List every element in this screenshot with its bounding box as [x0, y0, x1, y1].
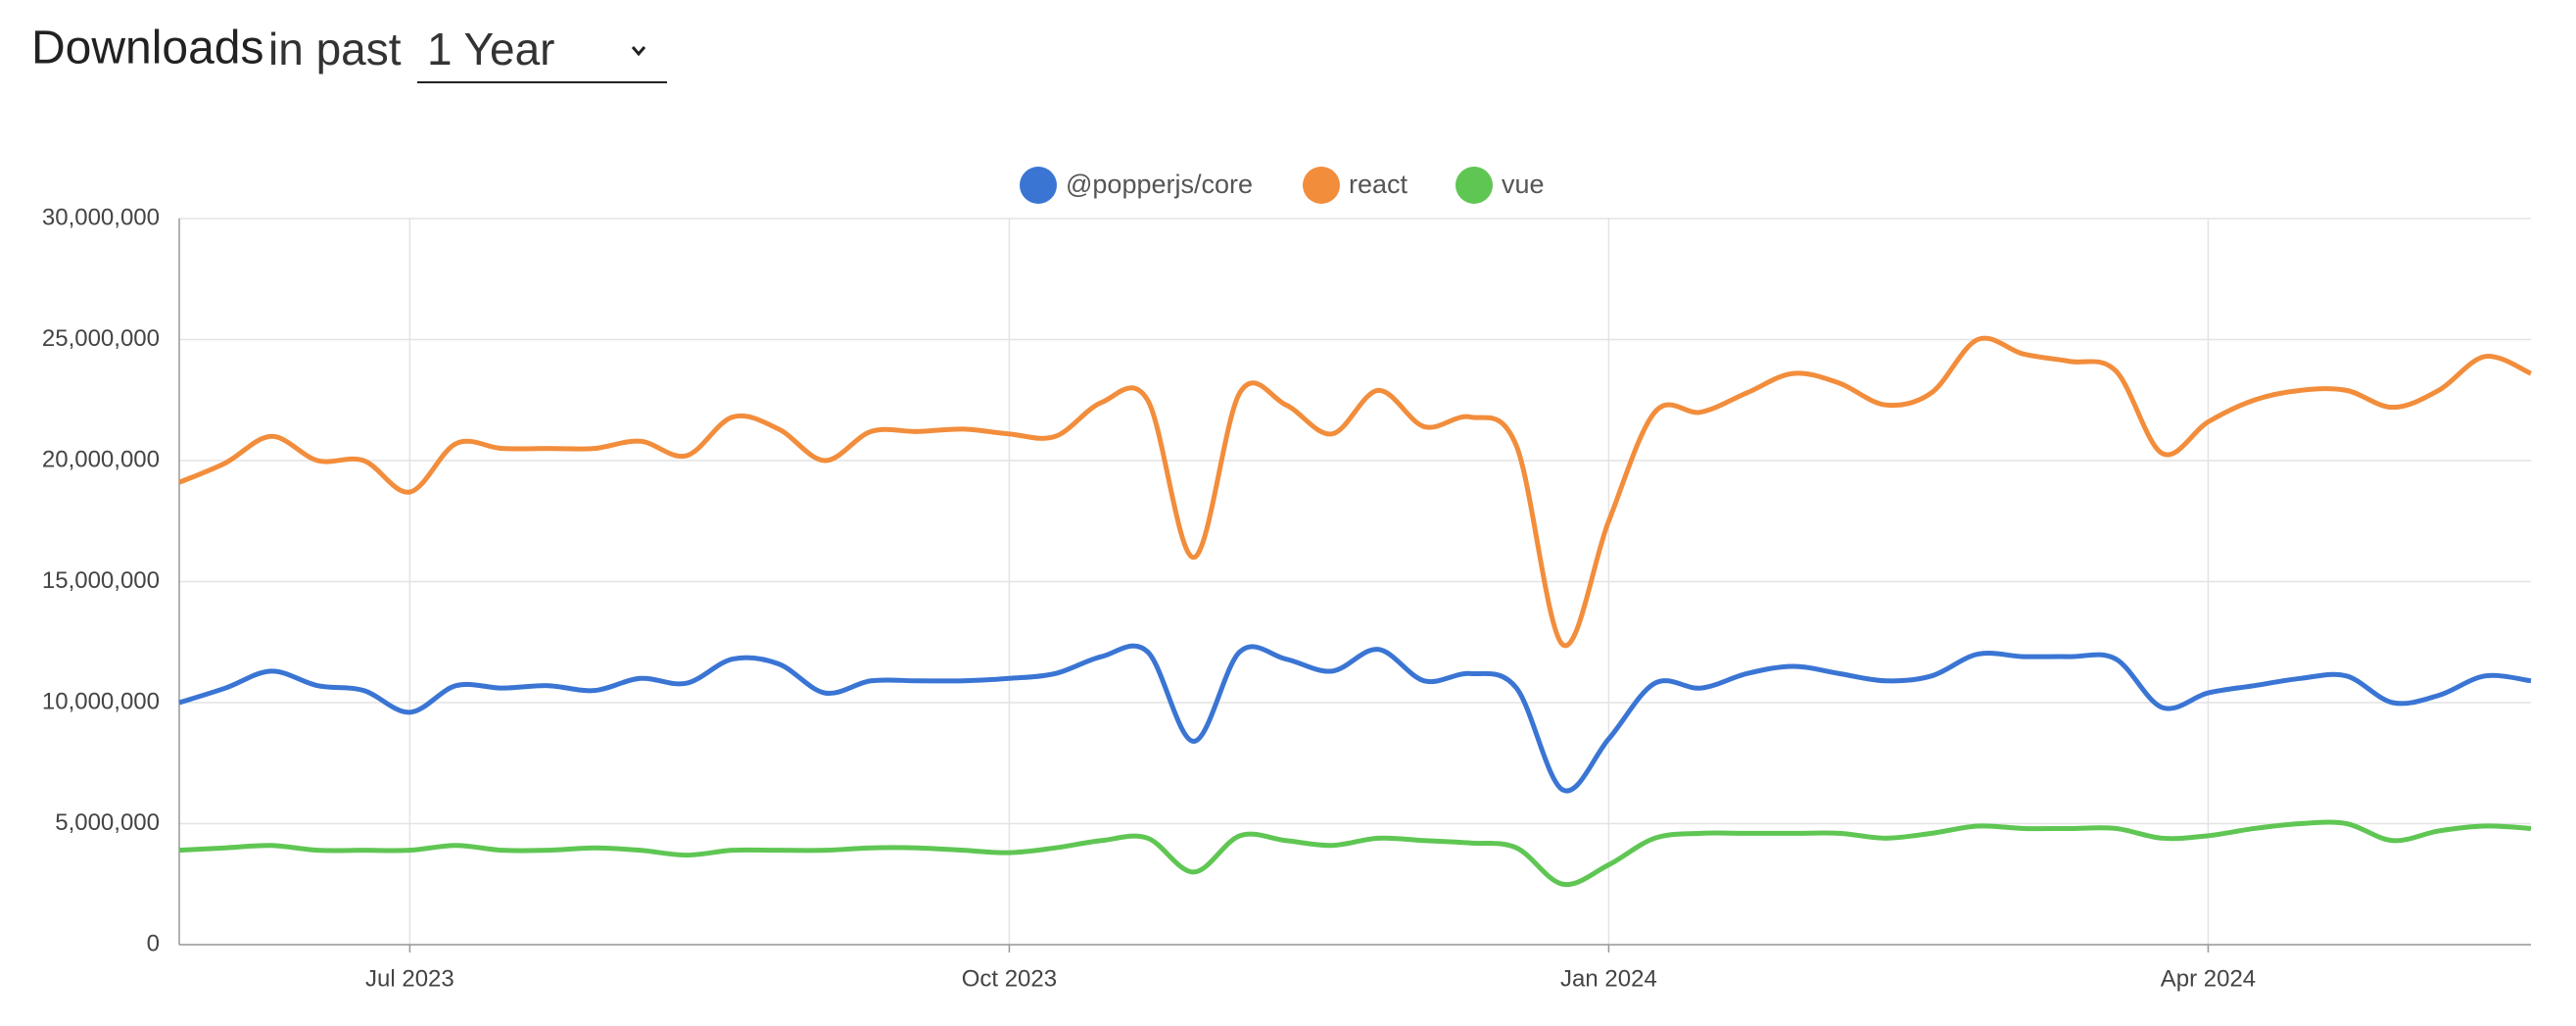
y-tick-label: 25,000,000 [42, 325, 160, 352]
y-tick-label: 0 [147, 930, 160, 956]
legend-swatch [1020, 167, 1057, 204]
x-tick-label: Jul 2023 [365, 965, 454, 992]
legend-label: @popperjs/core [1066, 170, 1253, 199]
x-tick-label: Oct 2023 [962, 965, 1057, 992]
x-tick-label: Jan 2024 [1560, 965, 1657, 992]
chevron [631, 46, 646, 57]
legend-swatch [1455, 167, 1493, 204]
legend-label: vue [1502, 170, 1545, 199]
legend-swatch [1303, 167, 1340, 204]
legend-label: react [1349, 170, 1408, 199]
period-select[interactable]: 1 Year [417, 24, 667, 83]
y-tick-label: 20,000,000 [42, 446, 160, 472]
series-line [178, 819, 2532, 888]
y-tick-label: 15,000,000 [42, 567, 160, 594]
header-subtitle: in past [268, 24, 402, 74]
y-tick-label: 10,000,000 [42, 688, 160, 714]
period-value[interactable]: 1 Year [427, 24, 554, 74]
series-line [178, 335, 2533, 649]
header-title: Downloads [31, 23, 263, 74]
y-tick-label: 30,000,000 [42, 204, 160, 230]
x-tick-label: Apr 2024 [2161, 965, 2256, 992]
y-tick-label: 5,000,000 [55, 809, 160, 836]
series-line [178, 643, 2532, 794]
